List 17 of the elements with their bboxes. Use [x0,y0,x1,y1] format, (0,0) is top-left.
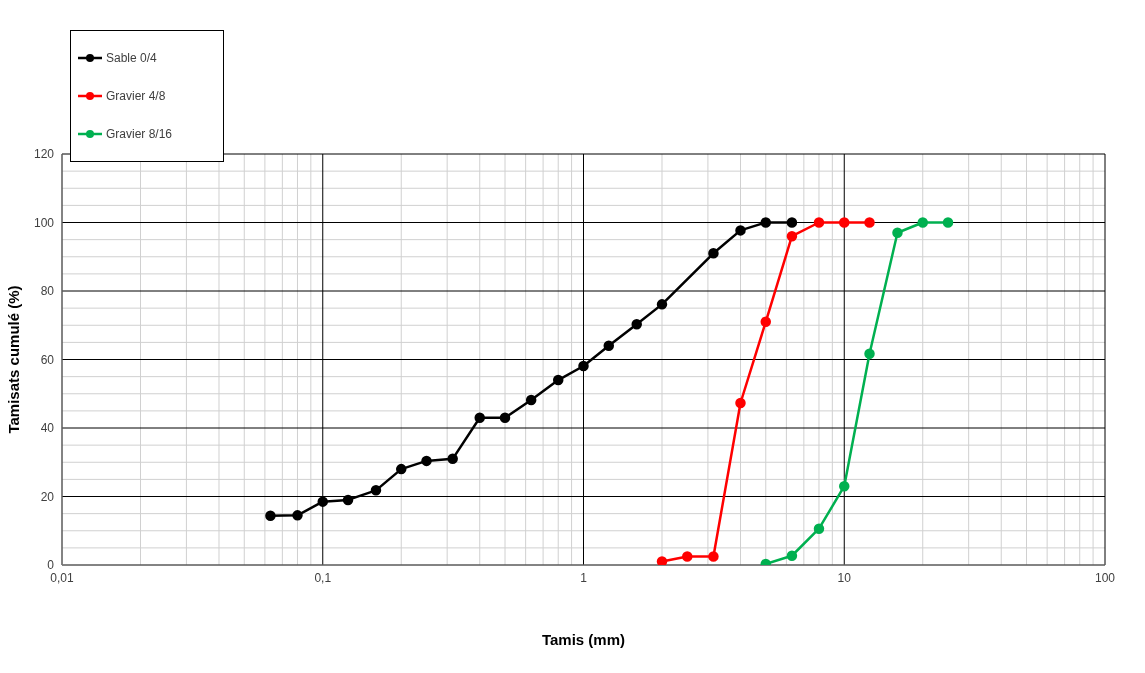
x-tick-label: 100 [1094,570,1116,585]
legend-label: Gravier 8/16 [106,127,173,141]
y-tick-label: 120 [33,147,55,162]
legend-label: Sable 0/4 [106,51,157,65]
x-tick-label: 10 [837,570,852,585]
y-axis-title: Tamisats cumulé (%) [5,285,23,434]
y-tick-label: 100 [33,215,55,230]
y-tick-label: 20 [40,489,55,504]
x-tick-label: 0,1 [314,570,332,585]
y-tick-label: 80 [40,284,55,299]
x-tick-label: 1 [580,570,588,585]
x-axis-title: Tamis (mm) [541,631,626,648]
y-tick-label: 60 [40,352,55,367]
y-tick-label: 0 [47,558,55,573]
legend-label: Gravier 4/8 [106,89,166,103]
y-tick-label: 40 [40,421,55,436]
x-tick-label: 0,01 [50,570,74,585]
